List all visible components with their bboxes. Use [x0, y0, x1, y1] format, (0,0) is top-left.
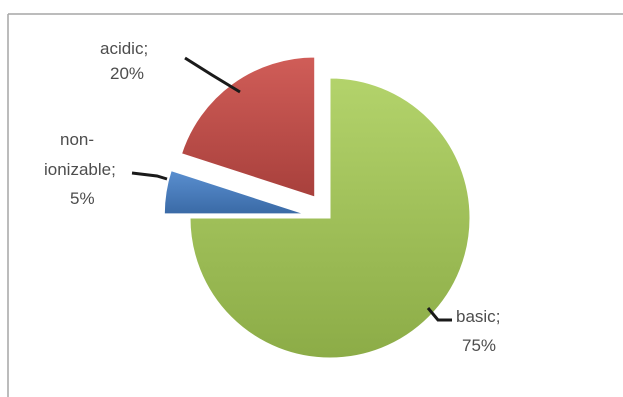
label-non-ionizable-line2: ionizable; [44, 160, 116, 179]
label-basic-name: basic; [456, 307, 500, 326]
pie-slice-non-ionizable [163, 170, 305, 215]
label-acidic-name: acidic; [100, 39, 148, 58]
label-non-ionizable-value: 5% [70, 189, 95, 208]
label-acidic-value: 20% [110, 64, 144, 83]
pie-slice-basic [189, 77, 471, 359]
leader-line-acidic [184, 56, 241, 94]
leader-line-basic [426, 307, 452, 322]
pie-slice-acidic [180, 56, 316, 198]
label-basic-value: 75% [462, 336, 496, 355]
label-non-ionizable-line1: non- [60, 130, 94, 149]
leader-line-non-ionizable [131, 171, 168, 181]
